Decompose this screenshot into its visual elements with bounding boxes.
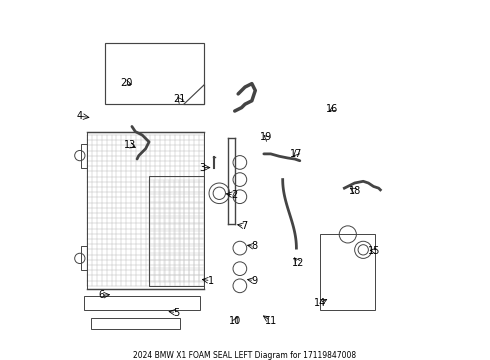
Text: 18: 18 [348, 185, 361, 195]
Text: 10: 10 [229, 316, 242, 326]
Text: 1: 1 [208, 276, 214, 286]
Text: 4: 4 [77, 111, 83, 121]
Text: 21: 21 [173, 94, 185, 104]
Text: 11: 11 [265, 316, 277, 326]
Text: 7: 7 [241, 221, 247, 231]
Text: 17: 17 [290, 149, 302, 159]
Text: 12: 12 [292, 257, 304, 267]
Text: 19: 19 [260, 132, 272, 143]
Polygon shape [183, 84, 204, 104]
Text: 2024 BMW X1 FOAM SEAL LEFT Diagram for 17119847008: 2024 BMW X1 FOAM SEAL LEFT Diagram for 1… [133, 351, 357, 360]
Polygon shape [104, 42, 204, 104]
Text: 2: 2 [231, 190, 237, 200]
Text: 20: 20 [121, 78, 133, 88]
Text: 3: 3 [199, 163, 205, 172]
Text: 8: 8 [251, 242, 257, 251]
Text: 6: 6 [98, 291, 104, 300]
Text: 16: 16 [326, 104, 339, 114]
Text: 14: 14 [314, 298, 326, 308]
Text: 13: 13 [124, 140, 136, 150]
Text: 15: 15 [368, 246, 381, 256]
Text: 5: 5 [173, 307, 180, 318]
Text: 9: 9 [251, 276, 257, 286]
